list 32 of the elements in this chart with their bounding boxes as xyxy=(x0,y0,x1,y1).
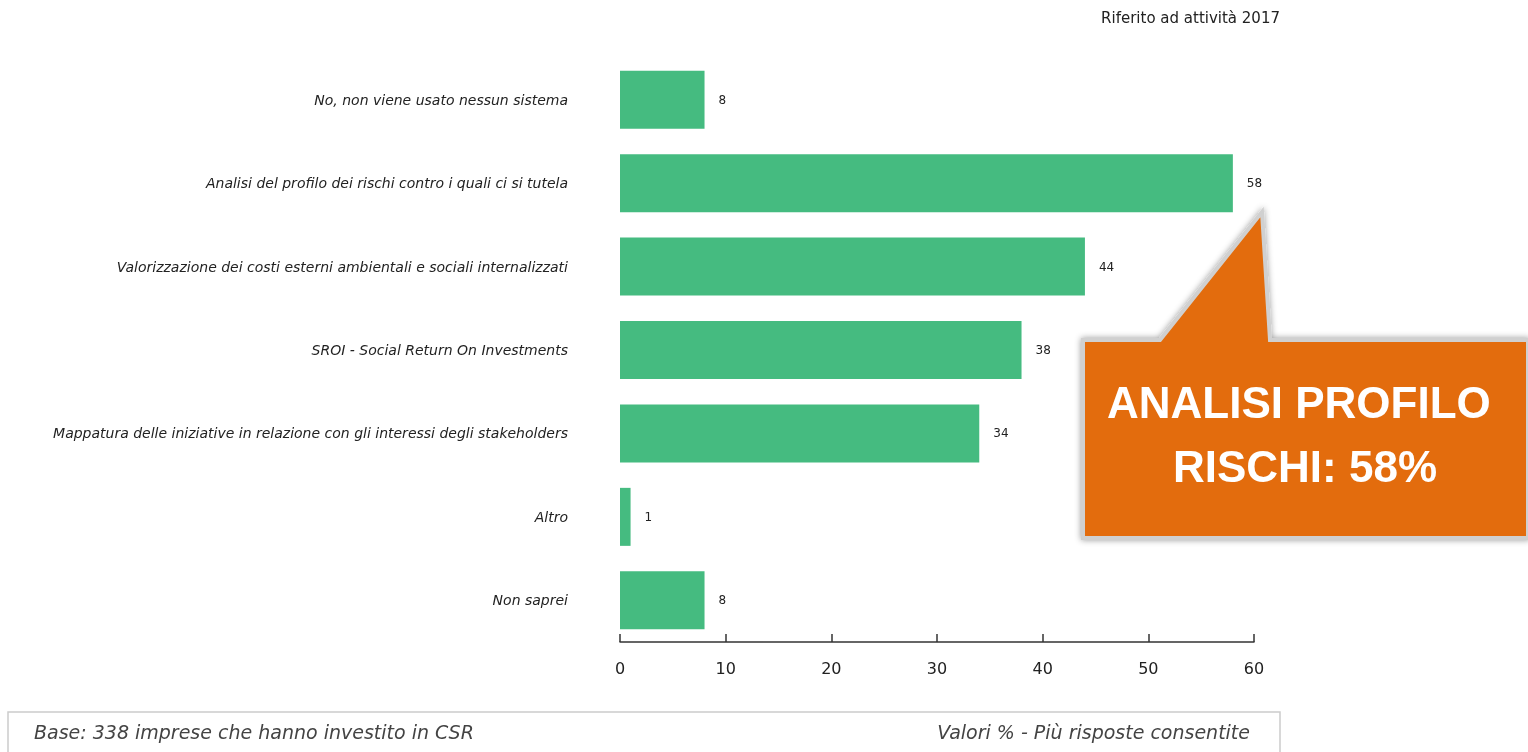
x-tick-label: 40 xyxy=(1032,658,1053,678)
annotation: ANALISI PROFILO RISCHI: 58% xyxy=(1107,377,1503,491)
x-tick-label: 30 xyxy=(926,658,948,678)
y-tick-label: No, non viene usato nessun sistema xyxy=(314,91,568,108)
bar xyxy=(620,571,705,630)
data-label: 8 xyxy=(718,92,727,107)
x-tick-label: 50 xyxy=(1138,658,1159,678)
text: Riferito ad attività 2017 xyxy=(1101,8,1281,27)
x-tick-label: 60 xyxy=(1243,658,1265,678)
bar xyxy=(620,404,980,463)
y-tick-label: Altro xyxy=(533,508,568,525)
x-tick-label: 0 xyxy=(614,658,626,678)
data-label: 8 xyxy=(718,593,727,608)
data-label: 58 xyxy=(1246,176,1263,191)
text: Base: 338 imprese che hanno investito in CSR xyxy=(34,720,474,743)
y-tick-label: Non saprei xyxy=(492,592,569,609)
bar xyxy=(620,237,1085,296)
y-tick-label: Analisi del profilo dei rischi contro i quali ci si tutela xyxy=(204,175,568,192)
bar xyxy=(620,70,705,129)
text: Valori % - Più risposte consentite xyxy=(937,720,1251,743)
data-label: 34 xyxy=(993,426,1009,441)
y-tick-label: Mappatura delle iniziative in relazione con gli interessi degli stakeholders xyxy=(53,425,568,442)
data-label: 44 xyxy=(1098,259,1115,274)
bar xyxy=(620,487,631,546)
x-tick-label: 10 xyxy=(715,658,736,678)
y-tick-label: Valorizzazione dei costi esterni ambientali e sociali internalizzati xyxy=(116,258,569,275)
x-tick-label: 20 xyxy=(821,658,842,678)
bar xyxy=(620,321,1022,379)
bar xyxy=(620,154,1233,213)
y-tick-label: SROI - Social Return On Investments xyxy=(311,342,568,358)
data-label: 1 xyxy=(644,509,653,524)
data-label: 38 xyxy=(1035,343,1051,357)
